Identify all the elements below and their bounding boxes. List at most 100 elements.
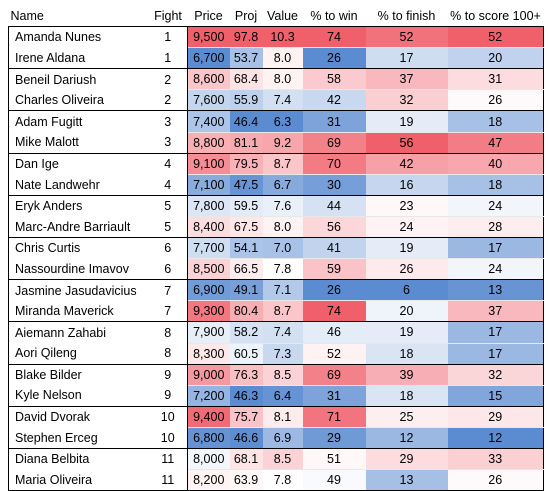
- pct-score-100-cell[interactable]: 26: [447, 469, 544, 491]
- value-cell[interactable]: 8.7: [262, 300, 303, 323]
- value-cell[interactable]: 7.8: [262, 469, 303, 491]
- pct-win-cell[interactable]: 70: [302, 152, 366, 175]
- fighter-name-cell[interactable]: Amanda Nunes: [8, 26, 149, 48]
- pct-finish-cell[interactable]: 23: [365, 194, 448, 217]
- fighter-name-cell[interactable]: Marc-Andre Barriault: [8, 216, 149, 239]
- fight-number-cell[interactable]: 2: [148, 89, 188, 112]
- price-cell[interactable]: 8,500: [187, 258, 230, 281]
- fighter-name-cell[interactable]: Chris Curtis: [8, 237, 149, 259]
- value-cell[interactable]: 8.0: [262, 47, 303, 70]
- fighter-name-cell[interactable]: Dan Ige: [8, 152, 149, 175]
- projection-cell[interactable]: 79.5: [229, 152, 263, 175]
- pct-win-cell[interactable]: 26: [302, 47, 366, 70]
- projection-cell[interactable]: 67.5: [229, 216, 263, 239]
- pct-score-100-cell[interactable]: 24: [447, 194, 544, 217]
- pct-win-cell[interactable]: 74: [302, 26, 366, 49]
- fighter-name-cell[interactable]: Nate Landwehr: [8, 174, 149, 196]
- fight-number-cell[interactable]: 8: [148, 321, 188, 343]
- fight-number-cell[interactable]: 11: [148, 469, 188, 491]
- value-cell[interactable]: 8.1: [262, 405, 303, 428]
- price-cell[interactable]: 6,700: [187, 47, 230, 70]
- fight-number-cell[interactable]: 3: [148, 110, 188, 133]
- pct-finish-cell[interactable]: 19: [365, 321, 448, 344]
- pct-win-cell[interactable]: 56: [302, 216, 366, 239]
- price-cell[interactable]: 8,300: [187, 343, 230, 365]
- fight-number-cell[interactable]: 1: [148, 26, 188, 48]
- value-cell[interactable]: 7.8: [262, 258, 303, 281]
- value-cell[interactable]: 7.0: [262, 237, 303, 260]
- price-cell[interactable]: 7,800: [187, 194, 230, 217]
- price-cell[interactable]: 7,200: [187, 385, 230, 407]
- projection-cell[interactable]: 68.4: [229, 68, 263, 91]
- pct-finish-cell[interactable]: 18: [365, 343, 448, 365]
- header-pct-win[interactable]: % to win: [310, 9, 358, 24]
- value-cell[interactable]: 7.3: [262, 343, 303, 365]
- pct-win-cell[interactable]: 69: [302, 363, 366, 386]
- fighter-name-cell[interactable]: Aori Qileng: [8, 343, 149, 365]
- fighter-name-cell[interactable]: Eryk Anders: [8, 194, 149, 217]
- projection-cell[interactable]: 80.4: [229, 300, 263, 323]
- pct-win-cell[interactable]: 49: [302, 469, 366, 491]
- price-cell[interactable]: 9,100: [187, 152, 230, 175]
- fight-number-cell[interactable]: 7: [148, 300, 188, 323]
- projection-cell[interactable]: 63.9: [229, 469, 263, 491]
- pct-finish-cell[interactable]: 6: [365, 279, 448, 302]
- fighter-name-cell[interactable]: Irene Aldana: [8, 47, 149, 70]
- price-cell[interactable]: 7,900: [187, 321, 230, 344]
- pct-win-cell[interactable]: 26: [302, 279, 366, 302]
- fight-number-cell[interactable]: 6: [148, 258, 188, 281]
- value-cell[interactable]: 7.1: [262, 279, 303, 302]
- fighter-name-cell[interactable]: Blake Bilder: [8, 363, 149, 386]
- pct-finish-cell[interactable]: 13: [365, 469, 448, 491]
- pct-finish-cell[interactable]: 37: [365, 68, 448, 91]
- pct-finish-cell[interactable]: 25: [365, 405, 448, 428]
- value-cell[interactable]: 6.9: [262, 427, 303, 449]
- projection-cell[interactable]: 58.2: [229, 321, 263, 344]
- projection-cell[interactable]: 47.5: [229, 174, 263, 196]
- fight-number-cell[interactable]: 10: [148, 427, 188, 449]
- value-cell[interactable]: 7.4: [262, 89, 303, 112]
- price-cell[interactable]: 9,300: [187, 300, 230, 323]
- value-cell[interactable]: 8.0: [262, 68, 303, 91]
- projection-cell[interactable]: 49.1: [229, 279, 263, 302]
- fighter-name-cell[interactable]: Aiemann Zahabi: [8, 321, 149, 343]
- fight-number-cell[interactable]: 11: [148, 447, 188, 470]
- header-pct-finish[interactable]: % to finish: [377, 9, 436, 24]
- pct-finish-cell[interactable]: 26: [365, 258, 448, 281]
- pct-finish-cell[interactable]: 12: [365, 427, 448, 449]
- fight-number-cell[interactable]: 4: [148, 152, 188, 175]
- pct-win-cell[interactable]: 71: [302, 405, 366, 428]
- projection-cell[interactable]: 54.1: [229, 237, 263, 260]
- projection-cell[interactable]: 53.7: [229, 47, 263, 70]
- pct-score-100-cell[interactable]: 17: [447, 237, 544, 260]
- fighter-name-cell[interactable]: Miranda Maverick: [8, 300, 149, 323]
- pct-score-100-cell[interactable]: 20: [447, 47, 544, 70]
- fight-number-cell[interactable]: 8: [148, 343, 188, 365]
- pct-win-cell[interactable]: 58: [302, 68, 366, 91]
- projection-cell[interactable]: 76.3: [229, 363, 263, 386]
- pct-score-100-cell[interactable]: 33: [447, 447, 544, 471]
- pct-score-100-cell[interactable]: 17: [447, 343, 544, 365]
- pct-score-100-cell[interactable]: 40: [447, 152, 544, 175]
- pct-score-100-cell[interactable]: 26: [447, 89, 544, 112]
- pct-finish-cell[interactable]: 19: [365, 237, 448, 260]
- pct-win-cell[interactable]: 46: [302, 321, 366, 344]
- pct-score-100-cell[interactable]: 28: [447, 216, 544, 239]
- value-cell[interactable]: 7.6: [262, 194, 303, 217]
- pct-win-cell[interactable]: 52: [302, 343, 366, 365]
- value-cell[interactable]: 9.2: [262, 132, 303, 154]
- value-cell[interactable]: 7.4: [262, 321, 303, 344]
- fighter-name-cell[interactable]: David Dvorak: [8, 405, 149, 428]
- projection-cell[interactable]: 46.6: [229, 427, 263, 449]
- header-value[interactable]: Value: [266, 9, 299, 24]
- value-cell[interactable]: 6.4: [262, 385, 303, 407]
- price-cell[interactable]: 7,700: [187, 237, 230, 260]
- pct-score-100-cell[interactable]: 47: [447, 132, 544, 154]
- pct-win-cell[interactable]: 51: [302, 447, 366, 471]
- value-cell[interactable]: 10.3: [262, 26, 303, 49]
- projection-cell[interactable]: 66.5: [229, 258, 263, 281]
- pct-win-cell[interactable]: 31: [302, 385, 366, 407]
- price-cell[interactable]: 8,400: [187, 216, 230, 239]
- value-cell[interactable]: 8.5: [262, 363, 303, 386]
- fight-number-cell[interactable]: 2: [148, 68, 188, 90]
